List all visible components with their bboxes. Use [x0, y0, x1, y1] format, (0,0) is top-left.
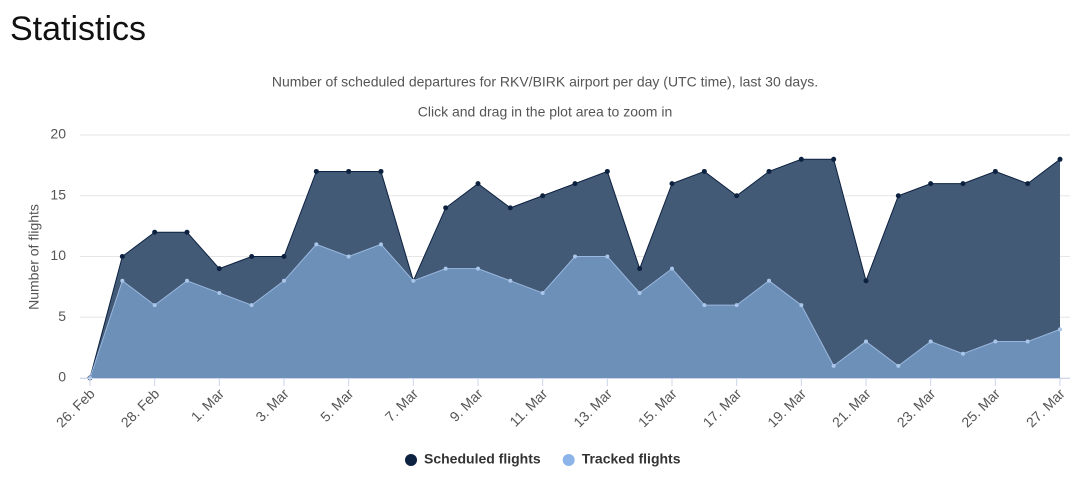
marker	[864, 339, 868, 344]
x-tick-label: 3. Mar	[252, 385, 292, 425]
x-tick-label: 23. Mar	[894, 385, 939, 430]
marker	[346, 254, 351, 259]
marker	[540, 290, 545, 295]
marker	[895, 193, 901, 199]
marker	[992, 168, 998, 174]
x-tick-label: 26. Feb	[53, 385, 98, 430]
marker	[443, 266, 448, 271]
marker	[1057, 156, 1063, 162]
marker	[1058, 327, 1062, 332]
area	[90, 244, 1060, 378]
marker	[507, 205, 513, 211]
marker	[119, 254, 125, 259]
marker	[508, 278, 513, 283]
marker	[281, 254, 287, 259]
marker	[476, 266, 480, 271]
marker	[216, 266, 222, 272]
marker	[670, 266, 674, 271]
marker	[831, 156, 837, 162]
y-tick-label: 20	[50, 126, 66, 142]
marker	[928, 339, 933, 344]
marker	[863, 278, 869, 284]
marker	[604, 168, 610, 174]
marker	[249, 303, 254, 308]
marker	[928, 181, 934, 187]
x-tick-label: 21. Mar	[829, 385, 874, 430]
marker	[960, 181, 966, 187]
marker	[152, 229, 158, 235]
page-title: Statistics	[10, 10, 146, 48]
y-tick-label: 15	[50, 186, 66, 202]
y-axis-label: Number of flights	[26, 204, 42, 310]
marker	[701, 168, 707, 174]
x-tick-label: 5. Mar	[317, 385, 357, 425]
x-tick-label: 19. Mar	[764, 385, 809, 430]
marker	[185, 278, 189, 283]
marker	[217, 290, 222, 295]
marker	[540, 193, 546, 199]
marker	[249, 254, 255, 259]
chart-annotation: Click and drag in the plot area to zoom …	[418, 104, 672, 120]
marker	[120, 278, 125, 283]
marker	[346, 168, 352, 174]
marker	[379, 242, 383, 247]
marker	[1025, 339, 1030, 344]
marker	[961, 351, 965, 356]
marker	[1025, 181, 1031, 187]
marker	[993, 339, 998, 344]
y-tick-label: 10	[50, 247, 66, 263]
marker	[475, 181, 481, 187]
legend-marker	[562, 454, 575, 466]
marker	[572, 181, 578, 187]
x-tick-label: 17. Mar	[700, 385, 745, 430]
legend-marker	[405, 454, 417, 466]
marker	[378, 168, 384, 174]
x-tick-label: 28. Feb	[118, 385, 163, 430]
marker	[605, 254, 610, 259]
x-tick-label: 1. Mar	[188, 385, 228, 425]
marker	[896, 363, 901, 368]
x-tick-label: 11. Mar	[506, 385, 550, 429]
x-tick-label: 7. Mar	[382, 385, 422, 425]
marker	[314, 242, 319, 247]
marker	[767, 278, 771, 283]
marker	[669, 181, 675, 187]
marker	[798, 156, 804, 162]
y-tick-label: 5	[58, 308, 66, 324]
marker	[702, 303, 707, 308]
marker	[282, 278, 286, 283]
marker	[766, 168, 772, 174]
x-tick-label: 9. Mar	[446, 385, 486, 425]
marker	[573, 254, 577, 259]
y-tick-label: 0	[58, 369, 66, 385]
legend-label: Tracked flights	[582, 451, 681, 467]
marker	[152, 303, 157, 308]
x-tick-label: 25. Mar	[958, 385, 1003, 430]
marker	[831, 363, 836, 368]
x-tick-label: 15. Mar	[635, 385, 680, 430]
legend-label: Scheduled flights	[424, 451, 541, 467]
chart-subtitle: Number of scheduled departures for RKV/B…	[272, 74, 818, 90]
marker	[411, 278, 416, 283]
marker	[184, 229, 190, 235]
x-tick-label: 13. Mar	[570, 385, 615, 430]
marker	[443, 205, 449, 211]
marker	[637, 290, 642, 295]
marker	[799, 303, 804, 308]
marker	[734, 303, 739, 308]
x-tick-label: 27. Mar	[1023, 385, 1068, 430]
marker	[734, 193, 740, 199]
marker	[637, 266, 643, 272]
marker	[313, 168, 319, 174]
